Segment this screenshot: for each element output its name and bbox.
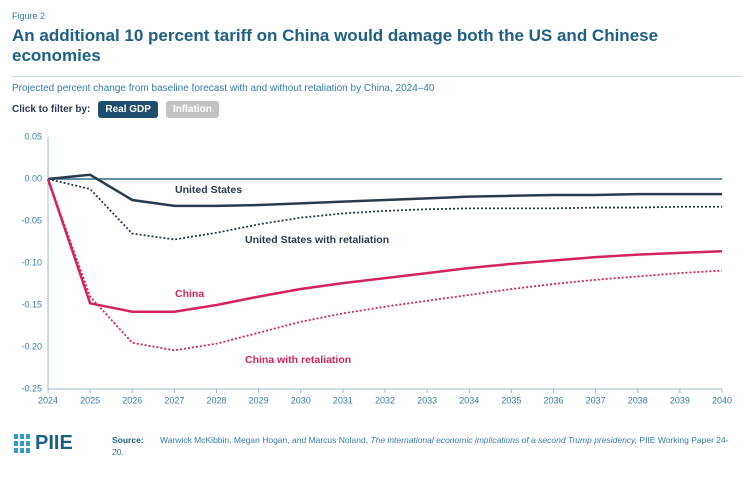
source-text: PIIE Working Paper 24-20. — [112, 435, 729, 457]
series-label: United States with retaliation — [245, 234, 389, 246]
logo-text: PIIE — [35, 432, 73, 454]
x-tick-label: 2027 — [164, 395, 184, 405]
y-tick-label: 0.00 — [24, 173, 42, 183]
x-tick-label: 2034 — [459, 395, 479, 405]
y-tick-label: 0.05 — [24, 131, 42, 141]
x-tick-label: 2038 — [628, 395, 648, 405]
filter-label: Click to filter by: — [12, 104, 91, 115]
series-line — [47, 178, 723, 352]
x-tick-label: 2040 — [712, 395, 732, 405]
x-tick-label: 2031 — [333, 395, 353, 405]
series-label: United States — [175, 184, 242, 196]
series-line — [46, 178, 723, 313]
figure-label: Figure 2 — [12, 11, 46, 21]
x-tick-label: 2039 — [670, 395, 690, 405]
source: Source: Warwick McKibbin, Megan Hogan, a… — [112, 434, 732, 458]
logo: PIIE — [14, 432, 73, 455]
x-tick-label: 2036 — [543, 395, 563, 405]
x-tick-label: 2032 — [375, 395, 395, 405]
x-tick-label: 2029 — [249, 395, 269, 405]
x-tick-label: 2030 — [291, 395, 311, 405]
source-text: The international economic implications … — [370, 435, 638, 445]
y-tick-label: -0.10 — [21, 257, 42, 267]
subtitle: Projected percent change from baseline f… — [12, 83, 435, 94]
source-label: Source: — [112, 435, 144, 445]
filter-button[interactable]: Inflation — [165, 101, 219, 118]
y-tick-label: -0.20 — [21, 341, 42, 351]
series-line — [47, 178, 722, 241]
x-tick-label: 2028 — [206, 395, 226, 405]
divider — [12, 76, 742, 77]
y-tick-label: -0.25 — [21, 383, 42, 393]
x-tick-label: 2026 — [122, 395, 142, 405]
x-tick-label: 2024 — [38, 395, 58, 405]
x-tick-label: 2033 — [417, 395, 437, 405]
y-tick-label: -0.05 — [21, 215, 42, 225]
chart-title: An additional 10 percent tariff on China… — [12, 26, 659, 65]
source-text: Warwick McKibbin, Megan Hogan, and Marcu… — [160, 435, 371, 445]
x-tick-label: 2025 — [80, 395, 100, 405]
logo-icon — [14, 434, 30, 453]
filter-bar: Click to filter by: Real GDP Inflation — [12, 101, 219, 118]
y-tick-label: -0.15 — [21, 299, 42, 309]
series-label: China — [175, 288, 204, 300]
series-label: China with retaliation — [245, 354, 351, 366]
filter-button[interactable]: Real GDP — [98, 101, 158, 118]
x-tick-label: 2035 — [501, 395, 521, 405]
series-line — [47, 173, 722, 208]
x-tick-label: 2037 — [586, 395, 606, 405]
